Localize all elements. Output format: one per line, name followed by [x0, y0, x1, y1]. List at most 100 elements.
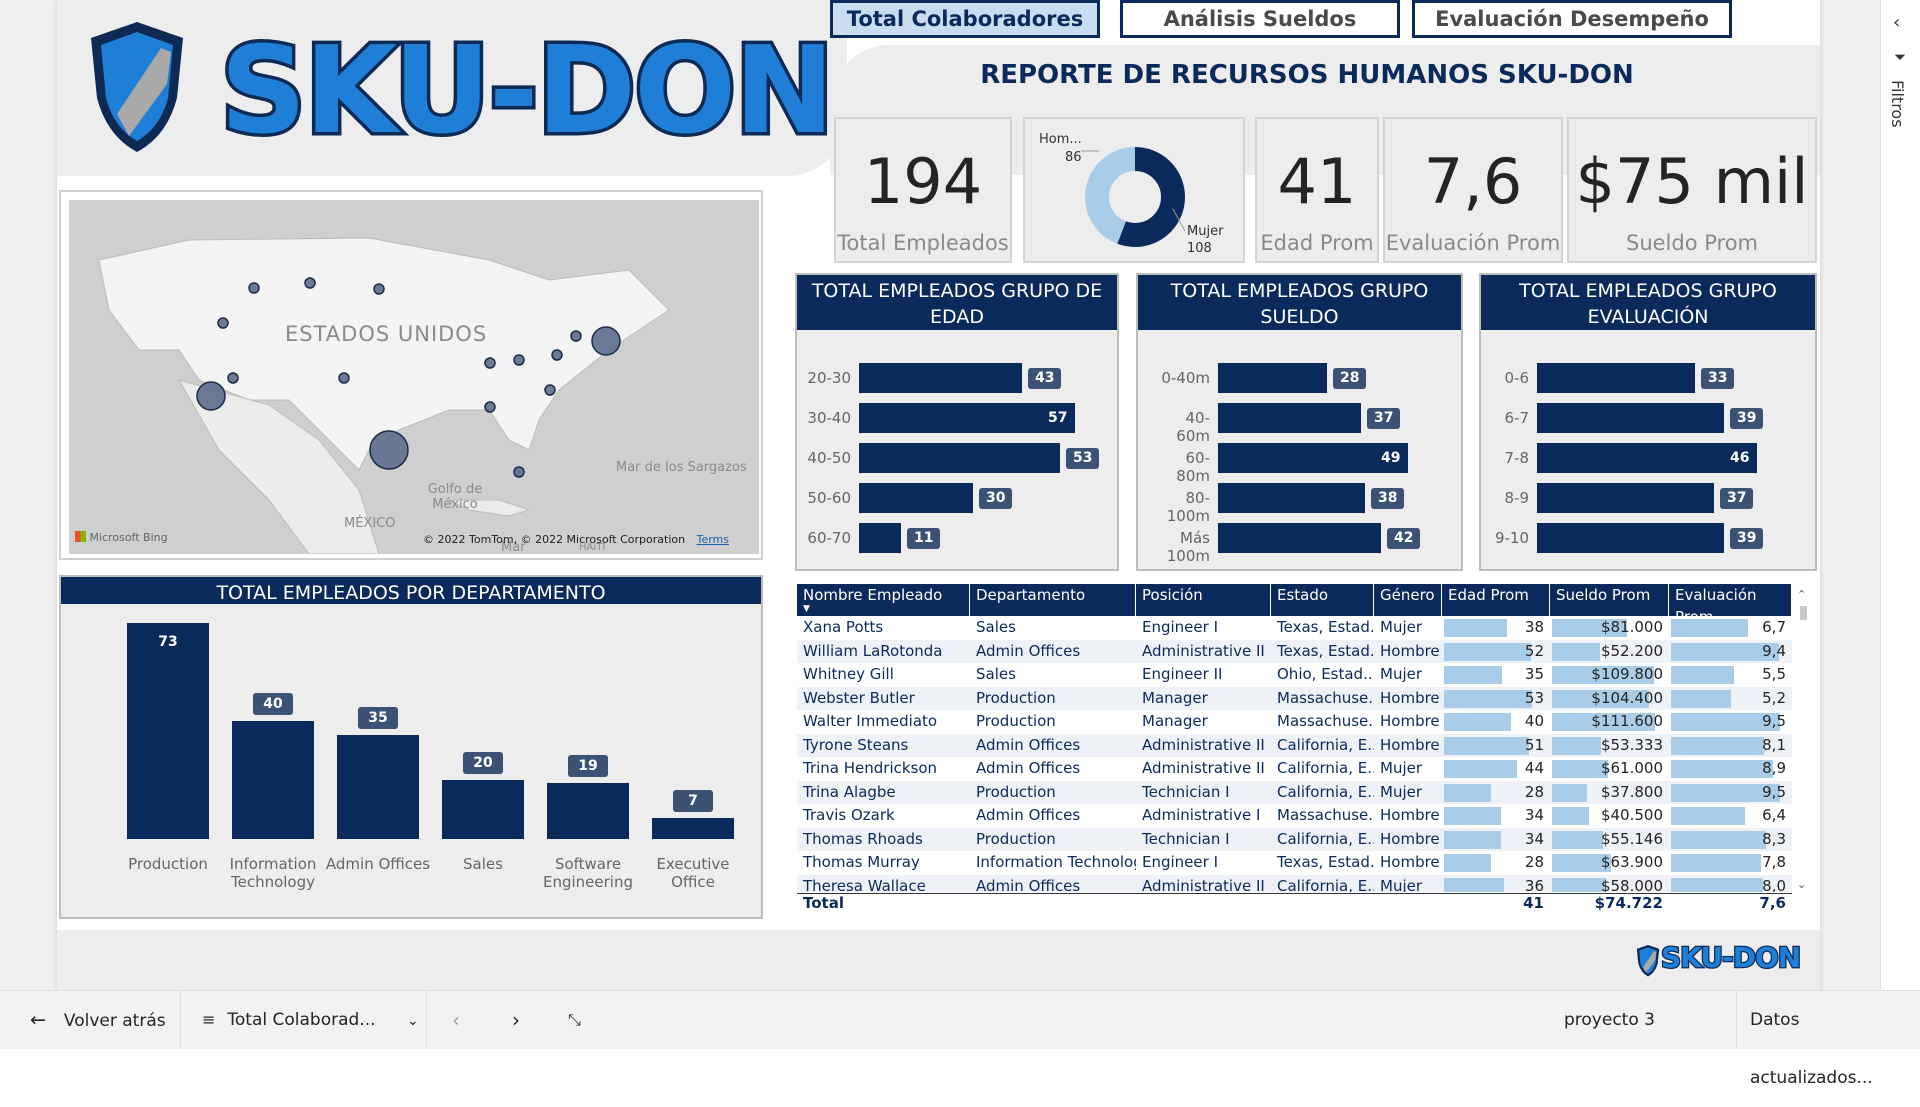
table-row[interactable]: William LaRotonda Admin Offices Administra…	[797, 639, 1792, 663]
table-cell: California, E...	[1277, 782, 1374, 801]
column-header-departamento[interactable]: Departamento	[970, 584, 1136, 616]
bar[interactable]	[859, 483, 973, 513]
bar-value-label: 20	[463, 752, 503, 774]
sort-desc-icon[interactable]: ▼	[803, 604, 810, 614]
bar[interactable]	[859, 443, 1060, 473]
bar-category-label: Más 100m	[1166, 529, 1210, 565]
card-edad-prom[interactable]: 41 Edad Prom	[1255, 117, 1379, 263]
scroll-up-icon[interactable]: ⌃	[1797, 588, 1807, 601]
page-selector[interactable]: ≡ Total Colaborad... ⌄	[202, 991, 419, 1049]
bar[interactable]	[1218, 403, 1361, 433]
tab-evaluacion-desempeno[interactable]: Evaluación Desempeño	[1412, 0, 1732, 38]
bar[interactable]	[442, 780, 524, 839]
bar-row[interactable]: 9-10 39	[1475, 523, 1805, 553]
panel-departamento[interactable]: TOTAL EMPLEADOS POR DEPARTAMENTO 73 Produ…	[59, 575, 763, 919]
table-row[interactable]: Travis Ozark Admin Offices Administrative …	[797, 804, 1792, 828]
column-header-sueldo[interactable]: Sueldo Prom	[1550, 584, 1669, 616]
donut-slice-hombre[interactable]	[1085, 147, 1185, 247]
bar[interactable]	[859, 523, 901, 553]
fit-page-button[interactable]: ⤡	[568, 991, 581, 1049]
filter-icon[interactable]: ⏷	[1894, 48, 1907, 66]
column-header-posicion[interactable]: Posición	[1136, 584, 1271, 616]
employee-table[interactable]: Nombre Empleado Departamento Posición Es…	[797, 584, 1812, 912]
scroll-thumb[interactable]	[1800, 606, 1807, 620]
bar-row[interactable]: 60-70 11	[797, 523, 1117, 553]
bar-row[interactable]: 0-40m 28	[1156, 363, 1456, 393]
column-header-edad[interactable]: Edad Prom	[1442, 584, 1550, 616]
card-gender-donut[interactable]: Hom... 86 Mujer 108	[1023, 117, 1245, 263]
card-total-empleados[interactable]: 194 Total Empleados	[834, 117, 1012, 263]
bar-row[interactable]: 8-9 37	[1475, 483, 1805, 513]
tab-total-colaboradores[interactable]: Total Colaboradores	[830, 0, 1100, 38]
prev-page-button[interactable]: ‹	[452, 991, 460, 1049]
bar[interactable]	[1537, 363, 1695, 393]
bar[interactable]	[547, 783, 629, 839]
filters-label[interactable]: Filtros	[1888, 80, 1907, 128]
bar-row[interactable]: 60-80m 49	[1156, 443, 1456, 485]
table-scrollbar[interactable]: ⌃ ⌄	[1797, 588, 1809, 892]
card-sueldo-prom[interactable]: $75 mil Sueldo Prom	[1567, 117, 1817, 263]
bar[interactable]	[1537, 483, 1714, 513]
data-bar	[1552, 642, 1600, 661]
bar[interactable]	[652, 818, 734, 839]
map-terms-link[interactable]: Terms	[696, 533, 729, 546]
table-cell: 28	[1524, 782, 1544, 801]
scroll-down-icon[interactable]: ⌄	[1797, 878, 1807, 891]
bar-row[interactable]: 40-50 53	[797, 443, 1117, 473]
bar-row[interactable]: 6-7 39	[1475, 403, 1805, 433]
table-cell: 8,0	[1762, 876, 1786, 893]
map-bubble	[544, 384, 556, 396]
filters-pane[interactable]: ‹ ⏷ Filtros	[1880, 0, 1920, 990]
bar[interactable]	[859, 403, 1075, 433]
map-canvas[interactable]: ESTADOS UNIDOS MÉXICO Golfo de México Ma…	[69, 200, 759, 554]
tab-analisis-sueldos[interactable]: Análisis Sueldos	[1120, 0, 1400, 38]
bar-row[interactable]: 30-40 57	[797, 403, 1117, 433]
bar[interactable]	[1218, 523, 1381, 553]
map-label-country: ESTADOS UNIDOS	[285, 322, 488, 346]
table-row[interactable]: Thomas Murray Information Technology Engin…	[797, 851, 1792, 875]
bar-row[interactable]: Más 100m 42	[1156, 523, 1456, 565]
panel-grupo-edad[interactable]: TOTAL EMPLEADOS GRUPO DE EDAD 20-30 43 30-…	[795, 273, 1119, 571]
column-header-estado[interactable]: Estado	[1271, 584, 1374, 616]
bar[interactable]	[1218, 443, 1408, 473]
table-row[interactable]: Tyrone Steans Admin Offices Administrative…	[797, 733, 1792, 757]
map-visual[interactable]: ESTADOS UNIDOS MÉXICO Golfo de México Ma…	[59, 190, 763, 560]
bar[interactable]	[1218, 483, 1365, 513]
table-cell: California, E...	[1277, 829, 1374, 848]
table-row[interactable]: Trina Hendrickson Admin Offices Administra…	[797, 757, 1792, 781]
bar[interactable]	[859, 363, 1022, 393]
bar[interactable]	[1537, 523, 1724, 553]
column-header-evaluacion[interactable]: Evaluación Prom	[1669, 584, 1792, 626]
bar[interactable]	[127, 623, 209, 839]
table-row[interactable]: Whitney Gill Sales Engineer II Ohio, Estad.…	[797, 663, 1792, 687]
bar-row[interactable]: 80-100m 38	[1156, 483, 1456, 525]
bar[interactable]	[1537, 443, 1757, 473]
card-value: $75 mil	[1575, 145, 1809, 218]
bar[interactable]	[1218, 363, 1327, 393]
chevron-left-icon[interactable]: ‹	[1893, 12, 1901, 33]
bar-row[interactable]: 7-8 46	[1475, 443, 1805, 473]
panel-grupo-evaluacion[interactable]: TOTAL EMPLEADOS GRUPO EVALUACIÓN 0-6 33 6-…	[1479, 273, 1817, 571]
bar-row[interactable]: 20-30 43	[797, 363, 1117, 393]
bar-row[interactable]: 50-60 30	[797, 483, 1117, 513]
panel-grupo-sueldo[interactable]: TOTAL EMPLEADOS GRUPO SUELDO 0-40m 28 40-6…	[1136, 273, 1463, 571]
column-header-nombre[interactable]: Nombre Empleado	[797, 584, 970, 616]
table-row[interactable]: Xana Potts Sales Engineer I Texas, Estad...…	[797, 616, 1792, 640]
bar-row[interactable]: 0-6 33	[1475, 363, 1805, 393]
bar[interactable]	[232, 721, 314, 839]
table-row[interactable]: Trina Alagbe Production Technician I Califo…	[797, 780, 1792, 804]
next-page-button[interactable]: ›	[512, 991, 520, 1049]
bar[interactable]	[337, 735, 419, 839]
table-row[interactable]: Theresa Wallace Admin Offices Administrati…	[797, 874, 1792, 893]
table-cell: Admin Offices	[976, 735, 1081, 754]
table-row[interactable]: Thomas Rhoads Production Technician I Calif…	[797, 827, 1792, 851]
back-button[interactable]: ← Volver atrás	[30, 991, 166, 1049]
table-row[interactable]: Webster Butler Production Manager Massachus…	[797, 686, 1792, 710]
table-row[interactable]: Walter Immediato Production Manager Massach…	[797, 710, 1792, 734]
data-updated[interactable]: Datos actualizados...	[1750, 1010, 1873, 1088]
column-header-genero[interactable]: Género	[1374, 584, 1442, 616]
card-evaluacion-prom[interactable]: 7,6 Evaluación Prom	[1383, 117, 1563, 263]
table-cell: 7,8	[1762, 853, 1786, 871]
bar[interactable]	[1537, 403, 1724, 433]
bar-row[interactable]: 40-60m 37	[1156, 403, 1456, 445]
